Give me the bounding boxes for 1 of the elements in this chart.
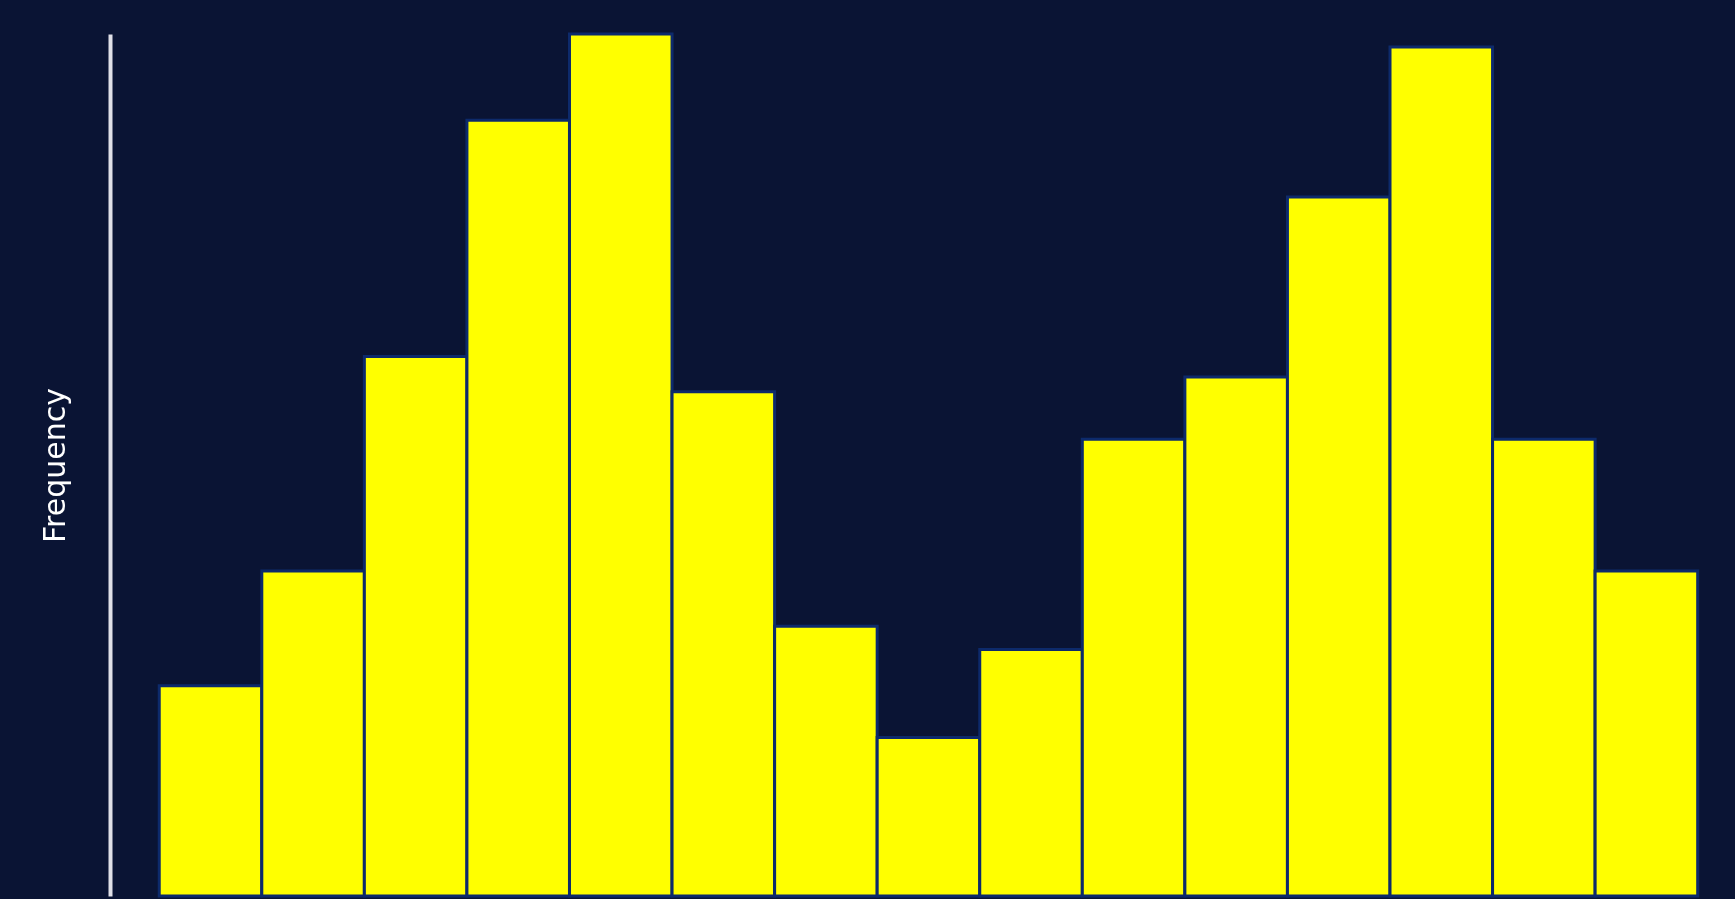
y-axis-title: Frequency [36,388,72,543]
